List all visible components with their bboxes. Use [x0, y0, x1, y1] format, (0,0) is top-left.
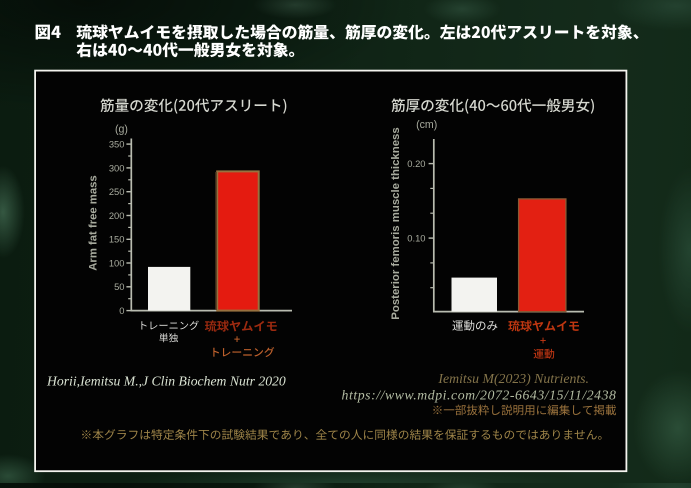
svg-text:300: 300	[109, 162, 125, 173]
svg-text:150: 150	[109, 234, 125, 245]
svg-text:0: 0	[119, 305, 124, 316]
svg-text:(cm): (cm)	[416, 119, 437, 131]
svg-text:50: 50	[114, 281, 124, 292]
svg-text:https://www.mdpi.com/2072-6643: https://www.mdpi.com/2072-6643/15/11/243…	[342, 388, 617, 403]
svg-text:Posterior femoris muscle thick: Posterior femoris muscle thickness	[390, 127, 402, 319]
svg-text:0.10: 0.10	[407, 233, 425, 244]
svg-text:0.20: 0.20	[407, 158, 425, 169]
svg-text:200: 200	[109, 210, 125, 221]
svg-text:250: 250	[109, 186, 125, 197]
svg-text:Arm fat free mass: Arm fat free mass	[88, 175, 100, 270]
svg-text:Horii,Iemitsu M.,J Clin Bioche: Horii,Iemitsu M.,J Clin Biochem Nutr 202…	[46, 374, 286, 389]
svg-text:Iemitsu M(2023) Nutrients.: Iemitsu M(2023) Nutrients.	[437, 371, 589, 387]
svg-text:(g): (g)	[115, 124, 128, 136]
svg-text:100: 100	[109, 257, 125, 268]
svg-text:350: 350	[109, 139, 125, 150]
